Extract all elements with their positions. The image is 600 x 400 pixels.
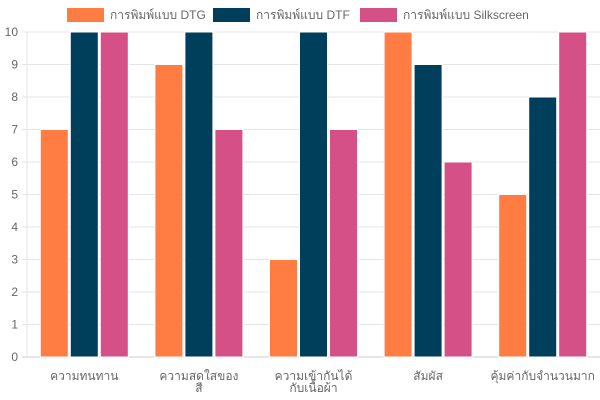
bar-1-3 — [413, 64, 443, 358]
x-tick-label: ความเข้ากันได้ — [275, 369, 353, 383]
legend-label-0: การพิมพ์แบบ DTG — [110, 8, 206, 22]
y-axis: 0 1 2 3 4 5 6 7 8 9 10 — [5, 25, 19, 364]
y-tick-label: 6 — [11, 155, 18, 169]
x-tick-label: คุ้มค่ากับจำนวนมาก — [490, 369, 594, 384]
y-tick-label: 1 — [11, 318, 18, 332]
y-tick-label: 2 — [11, 285, 18, 299]
legend-label-2: การพิมพ์แบบ Silkscreen — [403, 8, 529, 22]
bar-2-4 — [558, 31, 588, 358]
bars — [39, 31, 588, 358]
y-tick-label: 4 — [11, 220, 18, 234]
legend: การพิมพ์แบบ DTG การพิมพ์แบบ DTF การพิมพ์แบ… — [67, 8, 529, 22]
bar-0-3 — [383, 31, 413, 358]
bar-0-1 — [154, 64, 184, 358]
bar-1-2 — [299, 31, 328, 358]
legend-label-1: การพิมพ์แบบ DTF — [256, 8, 350, 22]
bar-1-4 — [528, 96, 558, 358]
bar-1-0 — [69, 31, 99, 358]
x-tick-label: กับเนื้อผ้า — [289, 379, 337, 395]
bar-0-4 — [498, 194, 528, 358]
bar-0-0 — [39, 129, 69, 358]
y-tick-label: 8 — [11, 90, 18, 104]
x-tick-label: ความสดใสของ — [159, 369, 238, 383]
y-tick-label: 0 — [11, 350, 18, 364]
legend-swatch-1 — [213, 8, 250, 22]
y-tick-label: 10 — [5, 25, 19, 39]
y-tick-label: 9 — [11, 58, 18, 72]
bar-2-2 — [329, 129, 358, 358]
bar-2-1 — [214, 129, 244, 358]
bar-0-2 — [269, 259, 298, 358]
y-tick-label: 7 — [11, 123, 18, 137]
legend-swatch-0 — [67, 8, 104, 22]
y-tick-label: 5 — [11, 188, 18, 202]
x-tick-label: สี — [195, 381, 203, 395]
x-tick-label: ความทนทาน — [50, 369, 118, 383]
bar-2-3 — [443, 161, 473, 358]
x-tick-label: สัมผัส — [413, 369, 443, 383]
y-tick-label: 3 — [11, 253, 18, 267]
bar-2-0 — [99, 31, 129, 358]
bar-1-1 — [184, 31, 214, 358]
legend-swatch-2 — [360, 8, 397, 22]
